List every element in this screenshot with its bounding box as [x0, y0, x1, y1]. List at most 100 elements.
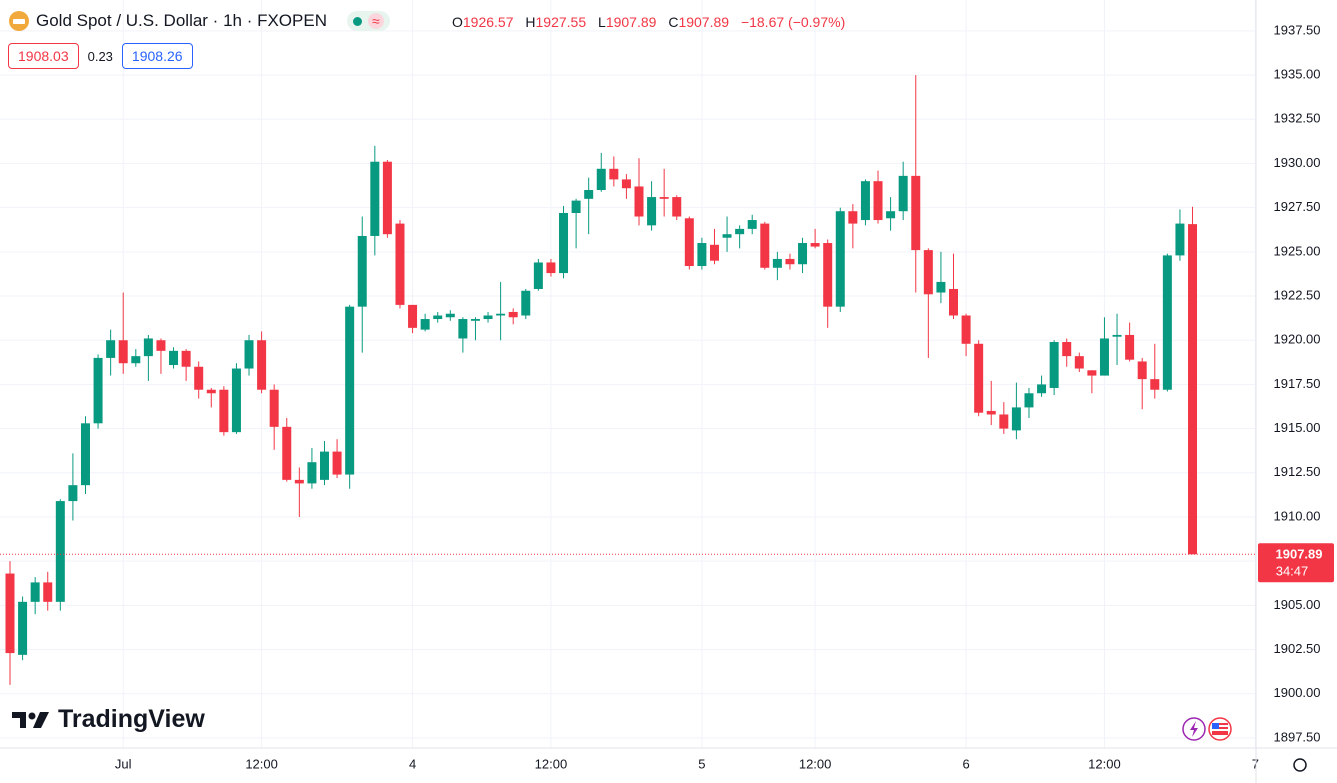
- open-value: 1926.57: [462, 14, 514, 30]
- candle-body: [1049, 342, 1059, 388]
- candle-body: [609, 168, 619, 180]
- open-label: O: [452, 14, 463, 30]
- candle-body: [43, 582, 53, 602]
- plot-background: [0, 0, 1256, 748]
- close-value: 1907.89: [678, 14, 730, 30]
- candle-body: [420, 319, 430, 330]
- candle-body: [684, 218, 694, 267]
- candle-body: [886, 211, 896, 219]
- y-tick-label: 1915.00: [1274, 420, 1321, 435]
- y-tick-label: 1912.50: [1274, 464, 1321, 479]
- candle-body: [169, 350, 179, 365]
- y-tick-label: 1930.00: [1274, 155, 1321, 170]
- candle-body: [131, 356, 141, 364]
- candle-body: [999, 414, 1009, 429]
- candle-body: [483, 315, 493, 320]
- candle-body: [156, 340, 166, 351]
- candle-body: [219, 389, 229, 433]
- y-tick-label: 1920.00: [1274, 332, 1321, 347]
- candle-body: [936, 281, 946, 293]
- candle-body: [1188, 224, 1198, 555]
- buy-button[interactable]: 1908.26: [121, 43, 193, 69]
- candle-body: [194, 366, 204, 390]
- candle-body: [546, 262, 556, 274]
- candle-body: [1087, 370, 1097, 376]
- symbol-title[interactable]: Gold Spot / U.S. Dollar · 1h · FXOPEN: [36, 11, 327, 30]
- candle-body: [659, 197, 669, 199]
- candle-body: [80, 423, 90, 486]
- candle-body: [30, 582, 40, 602]
- candle-body: [206, 389, 216, 394]
- high-label: H: [525, 14, 536, 30]
- watermark-text: TradingView: [58, 705, 205, 733]
- candle-body: [320, 451, 329, 480]
- candle-body: [634, 186, 644, 217]
- candle-body: [181, 350, 191, 367]
- candle-body: [496, 313, 506, 316]
- candle-body: [747, 220, 757, 229]
- y-tick-label: 1900.00: [1274, 685, 1321, 700]
- candle-body: [621, 179, 631, 189]
- y-tick-label: 1905.00: [1274, 597, 1321, 612]
- candle-body: [697, 243, 707, 267]
- y-tick-label: 1927.50: [1274, 199, 1321, 214]
- candle-body: [1150, 379, 1160, 390]
- candle-body: [596, 168, 606, 191]
- y-tick-label: 1932.50: [1274, 111, 1321, 126]
- candle-body: [5, 573, 15, 654]
- candle-body: [949, 288, 958, 316]
- candle-body: [143, 338, 153, 357]
- low-label: L: [598, 14, 606, 30]
- sell-button[interactable]: 1908.03: [8, 43, 79, 69]
- candle-body: [294, 479, 304, 484]
- watermark: TradingView: [12, 705, 205, 734]
- candle-body: [307, 462, 317, 484]
- x-tick-label: 5: [698, 756, 705, 771]
- y-tick-label: 1917.50: [1274, 376, 1321, 391]
- candle-body: [1024, 393, 1034, 408]
- trade-boxes: 1908.03 0.23 1908.26: [8, 43, 193, 69]
- close-label: C: [668, 14, 679, 30]
- x-tick-label: 12:00: [535, 756, 568, 771]
- candle-body: [257, 340, 267, 390]
- settings-button: [1293, 758, 1307, 772]
- candle-body: [18, 601, 28, 655]
- candle-body: [269, 389, 279, 427]
- candle-body: [848, 211, 858, 224]
- candle-body: [382, 161, 392, 235]
- candle-body: [395, 223, 405, 305]
- candle-body: [1062, 342, 1072, 357]
- candle-body: [118, 340, 128, 364]
- candle-body: [357, 235, 367, 307]
- bottom-icons: [1182, 717, 1232, 741]
- candle-body: [458, 319, 468, 339]
- candle-body: [408, 304, 418, 328]
- candle-body: [974, 343, 984, 413]
- candle-body: [470, 319, 480, 321]
- candle-body: [571, 200, 581, 213]
- candle-body: [93, 357, 103, 424]
- candle-body: [332, 451, 342, 475]
- candle-body: [370, 161, 380, 236]
- candle-body: [810, 243, 820, 247]
- market-status[interactable]: ≈: [346, 11, 390, 31]
- x-tick-label: 12:00: [1088, 756, 1121, 771]
- candle-body: [521, 290, 531, 316]
- candle-body: [860, 181, 870, 221]
- candle-body: [709, 244, 719, 261]
- candle-body: [533, 262, 543, 289]
- candle-body: [647, 197, 657, 226]
- y-tick-label: 1902.50: [1274, 641, 1321, 656]
- candle-body: [772, 258, 782, 268]
- candle-body: [584, 190, 594, 199]
- candle-body: [923, 250, 933, 295]
- candle-body: [1011, 407, 1021, 431]
- y-tick-label: 1937.50: [1274, 22, 1321, 37]
- change-value: −18.67 (−0.97%): [740, 14, 846, 30]
- candle-body: [1125, 334, 1135, 360]
- candle-body: [911, 175, 921, 251]
- candle-body: [1175, 223, 1185, 256]
- y-tick-label: 1897.50: [1274, 729, 1321, 744]
